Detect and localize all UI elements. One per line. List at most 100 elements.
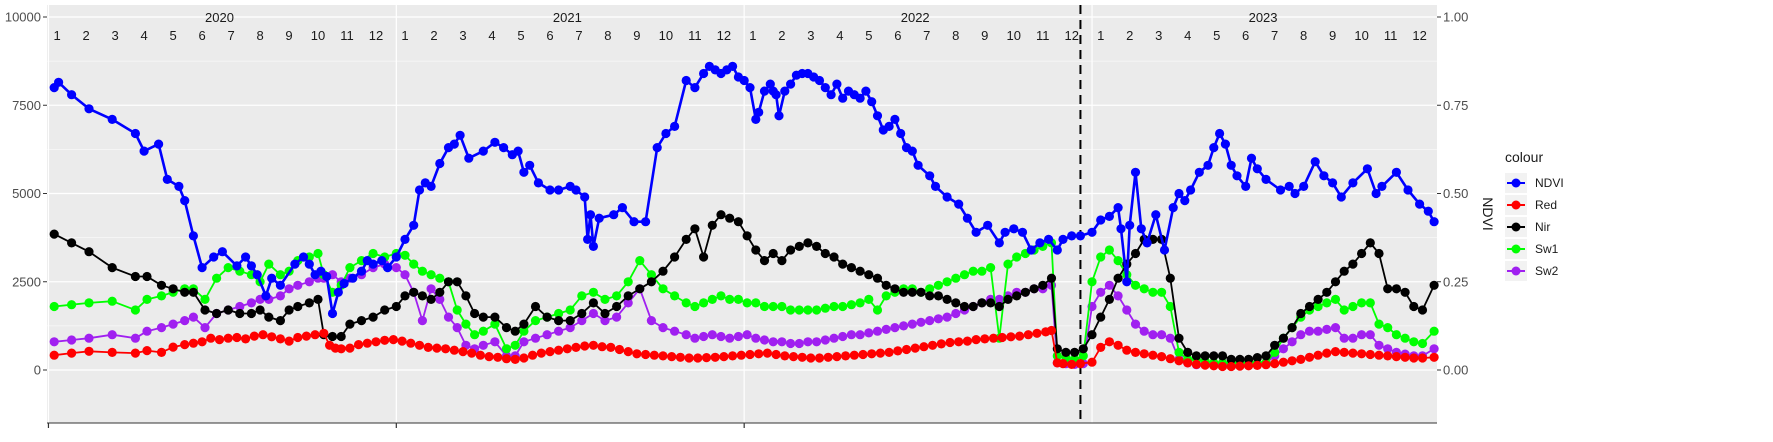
data-point-ndvi [1058, 234, 1068, 244]
data-point-nir [768, 248, 778, 259]
data-point-ndvi [1203, 160, 1213, 170]
data-point-sw1 [400, 250, 410, 260]
data-point-nir [1270, 340, 1280, 350]
data-point-ndvi [751, 114, 761, 124]
data-point-nir [356, 316, 367, 326]
data-point-nir [977, 298, 987, 308]
data-point-ndvi [1017, 227, 1028, 237]
data-point-red [1322, 348, 1332, 358]
data-point-ndvi [1252, 164, 1262, 174]
data-point-sw2 [1139, 326, 1149, 336]
data-point-red [841, 351, 851, 361]
data-point-sw2 [681, 330, 691, 340]
data-point-ndvi [1220, 139, 1230, 149]
data-point-nir [1400, 287, 1410, 297]
data-point-red [258, 330, 268, 340]
data-point-ndvi [872, 111, 883, 121]
data-point-red [875, 348, 886, 358]
legend-key-point [1511, 200, 1521, 210]
data-point-red [988, 333, 999, 343]
data-point-ndvi [217, 247, 227, 257]
data-point-red [206, 333, 216, 343]
data-point-ndvi [1052, 245, 1062, 255]
data-point-red [475, 350, 485, 360]
data-point-sw1 [417, 266, 427, 276]
data-point-sw1 [1130, 280, 1141, 290]
data-point-sw2 [1330, 323, 1341, 333]
data-point-red [1067, 359, 1077, 369]
data-point-red [1139, 349, 1149, 359]
data-point-sw1 [1104, 245, 1114, 255]
data-point-nir [1429, 280, 1439, 290]
data-point-red [936, 339, 946, 349]
month-label: 5 [865, 28, 872, 43]
data-point-nir [577, 308, 587, 319]
data-point-red [684, 353, 694, 363]
data-point-nir [542, 312, 552, 322]
data-point-sw1 [681, 298, 691, 308]
data-point-ndvi [759, 86, 770, 96]
month-label: 9 [633, 28, 640, 43]
data-point-ndvi [867, 97, 877, 107]
data-point-nir [1261, 351, 1271, 361]
data-point-ndvi [426, 181, 436, 191]
data-point-sw1 [820, 303, 830, 313]
data-point-nir [130, 271, 140, 282]
data-point-sw2 [400, 270, 410, 280]
y-left-tick-label: 10000 [5, 10, 41, 25]
data-point-ndvi [661, 128, 671, 139]
data-point-red [919, 342, 929, 352]
data-point-ndvi [896, 128, 906, 139]
data-point-nir [1020, 287, 1030, 297]
data-point-sw2 [872, 326, 883, 336]
month-label: 8 [952, 28, 959, 43]
data-point-nir [107, 263, 117, 273]
axes: 0 2500 5000 7500 10000 0.00 0.25 0.50 0.75 1.00 [5, 10, 1468, 428]
data-point-red [1209, 361, 1219, 371]
data-point-ndvi [1261, 174, 1271, 184]
data-point-nir [275, 316, 285, 326]
data-point-ndvi [588, 241, 599, 251]
data-point-sw1 [530, 316, 541, 326]
data-point-nir [1012, 291, 1022, 301]
data-point-sw1 [794, 305, 804, 315]
data-point-red [156, 347, 167, 357]
data-point-sw1 [623, 277, 633, 287]
legend-key-point [1511, 266, 1521, 276]
data-point-red [1348, 348, 1358, 358]
data-point-sw2 [443, 312, 454, 322]
data-point-nir [646, 277, 657, 287]
data-point-sw2 [417, 316, 427, 326]
data-point-red [1374, 350, 1384, 360]
data-point-sw1 [107, 296, 117, 306]
month-label: 11 [1036, 28, 1050, 43]
data-point-sw2 [725, 333, 735, 343]
data-point-sw1 [1322, 298, 1332, 308]
data-point-sw2 [794, 338, 804, 349]
data-point-sw2 [855, 330, 865, 340]
data-point-ndvi [209, 252, 219, 262]
data-point-red [84, 346, 94, 356]
legend-key-point [1511, 244, 1521, 254]
data-point-ndvi [261, 291, 271, 301]
data-point-nir [180, 287, 190, 297]
data-point-sw2 [690, 333, 700, 343]
month-label: 7 [227, 28, 234, 43]
data-point-nir [501, 323, 512, 333]
data-point-red [867, 349, 877, 359]
data-point-nir [716, 210, 726, 220]
data-point-nir [933, 291, 944, 301]
data-point-sw2 [646, 316, 657, 326]
data-point-nir [368, 312, 378, 322]
data-point-sw2 [1122, 305, 1132, 315]
data-point-sw1 [84, 298, 94, 308]
data-point-red [1174, 356, 1184, 366]
data-point-nir [1191, 351, 1201, 361]
data-point-sw1 [470, 330, 480, 340]
data-point-sw1 [733, 294, 744, 304]
data-point-red [971, 335, 981, 345]
data-point-red [962, 336, 973, 346]
data-point-sw1 [368, 248, 378, 259]
data-point-nir [951, 298, 961, 308]
data-point-red [406, 338, 416, 348]
